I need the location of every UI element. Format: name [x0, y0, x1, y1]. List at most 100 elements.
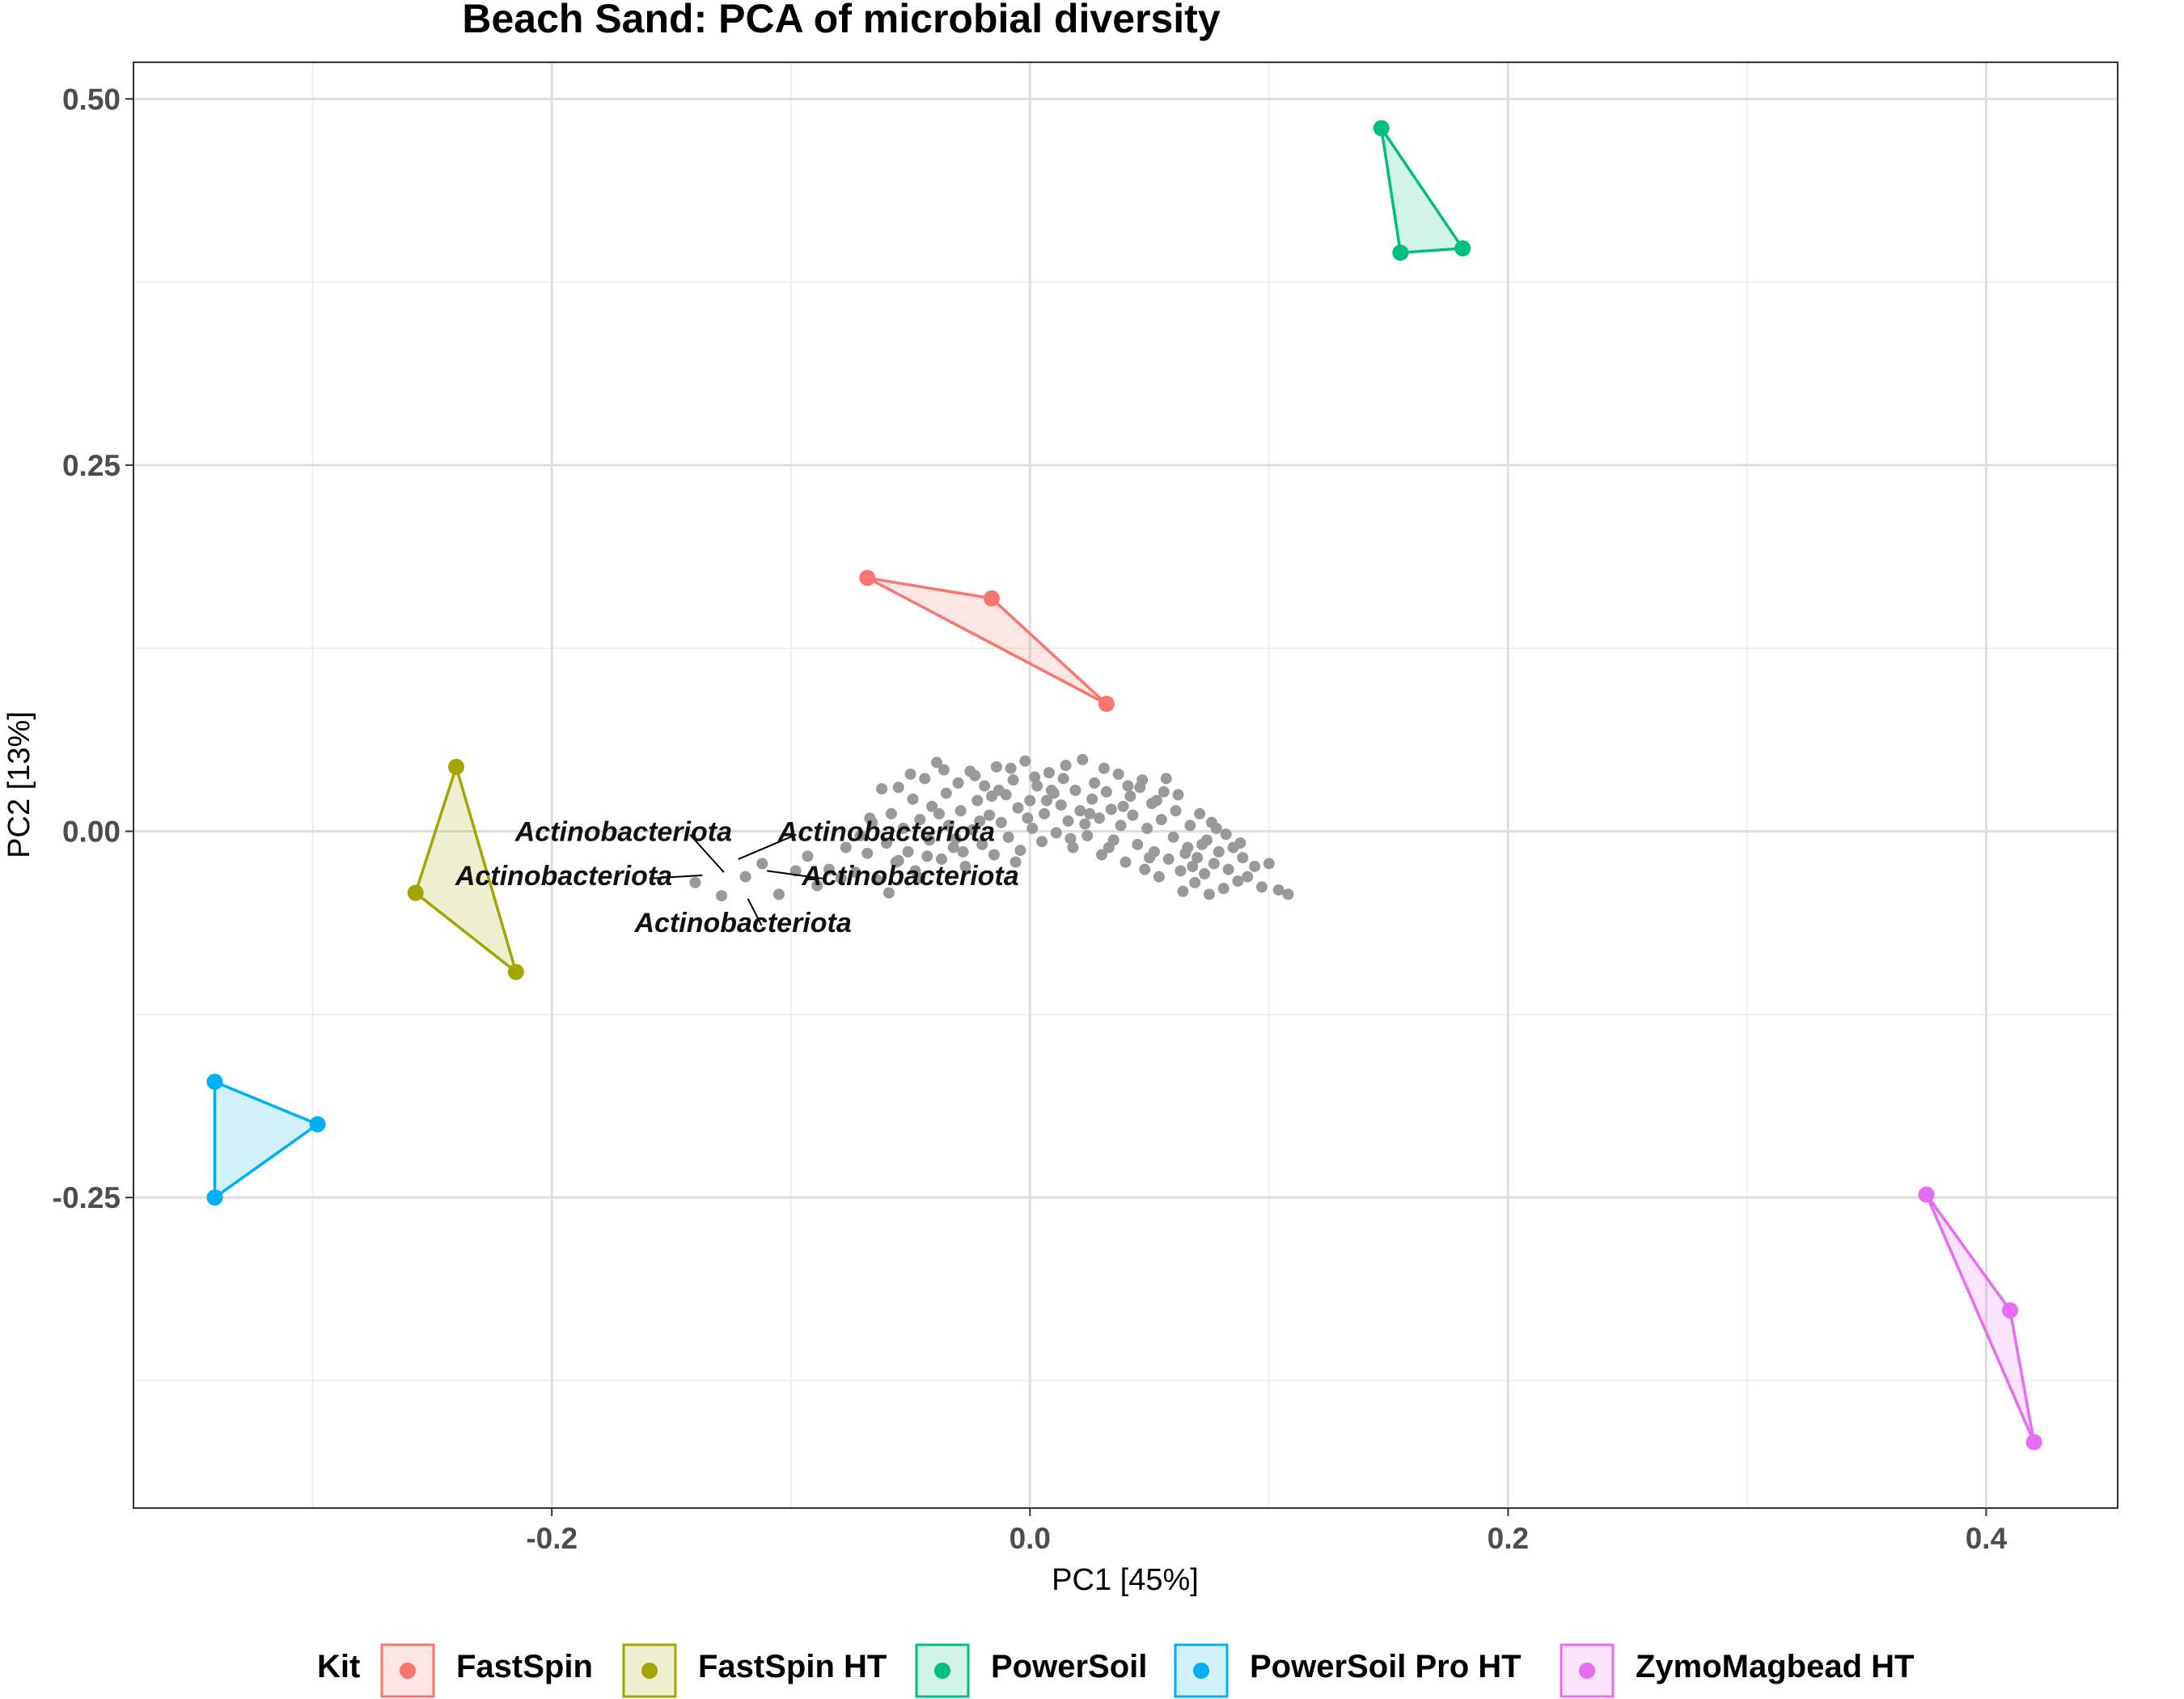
- taxa-point: [1029, 771, 1041, 783]
- taxa-point: [1213, 845, 1225, 858]
- taxa-point: [1242, 871, 1254, 883]
- taxa-point: [1184, 820, 1196, 832]
- taxa-point: [984, 809, 996, 821]
- taxa-point: [1012, 802, 1024, 814]
- taxa-point: [933, 807, 945, 820]
- taxa-point: [1064, 833, 1077, 845]
- taxa-point: [1158, 786, 1170, 798]
- taxa-point: [854, 829, 866, 841]
- taxa-point: [995, 816, 1007, 828]
- legend-item-label: FastSpin HT: [698, 1649, 887, 1684]
- sample-point: [309, 1116, 326, 1133]
- taxa-point: [1120, 856, 1132, 868]
- annotation-leader-line: [689, 833, 725, 873]
- taxa-point: [907, 793, 919, 805]
- taxa-point: [1160, 773, 1172, 785]
- legend-key-point: [400, 1663, 416, 1679]
- taxa-point: [1103, 841, 1115, 854]
- legend: Kit FastSpin FastSpin HT PowerSoil PowerSoil…: [317, 1643, 1914, 1698]
- taxa-point: [876, 783, 888, 795]
- sample-point: [1098, 696, 1115, 713]
- taxa-point: [1136, 774, 1149, 786]
- taxa-point: [1060, 760, 1072, 772]
- taxa-point: [1153, 871, 1165, 883]
- taxa-point: [1095, 849, 1107, 861]
- taxa-point: [1189, 876, 1201, 888]
- taxa-point: [1089, 777, 1101, 789]
- taxa-point: [993, 784, 1005, 796]
- taxa-point: [957, 845, 969, 858]
- sample-point: [206, 1074, 223, 1091]
- taxa-point: [1167, 831, 1179, 843]
- taxa-point: [1249, 860, 1261, 872]
- taxa-point: [1007, 774, 1019, 786]
- taxa-point: [802, 850, 814, 862]
- hull-polygon: [866, 576, 1108, 705]
- sample-point: [1392, 244, 1409, 261]
- taxa-point: [914, 814, 926, 826]
- taxa-point: [1074, 805, 1086, 817]
- x-tick-label: 0.4: [1966, 1522, 2008, 1555]
- taxa-point: [772, 888, 785, 900]
- taxa-point: [1194, 807, 1206, 820]
- taxa-point: [849, 866, 861, 879]
- taxa-point: [1014, 845, 1026, 857]
- taxa-point: [921, 850, 933, 862]
- taxa-point: [988, 849, 1000, 861]
- sample-point: [1373, 120, 1390, 137]
- taxa-point: [1115, 820, 1127, 832]
- sample-point: [2002, 1302, 2019, 1319]
- taxa-point: [1220, 828, 1232, 841]
- sample-point: [447, 758, 464, 775]
- taxa-point: [1124, 790, 1136, 803]
- taxa-point: [1199, 868, 1211, 880]
- sample-points: [206, 120, 2042, 1451]
- annotation-leader-line: [747, 898, 763, 926]
- taxa-point: [1009, 856, 1022, 868]
- taxa-point: [1210, 822, 1222, 834]
- taxa-point: [947, 841, 959, 854]
- taxa-point: [1172, 789, 1184, 801]
- sample-point: [206, 1189, 223, 1206]
- taxa-annotation-label: Actinobacteriota: [633, 908, 851, 938]
- taxa-point: [979, 780, 991, 792]
- taxa-point: [1222, 863, 1234, 875]
- taxa-point: [880, 837, 892, 850]
- taxa-point: [935, 853, 947, 865]
- taxa-point: [1162, 853, 1175, 865]
- taxa-point: [1039, 807, 1051, 820]
- sample-point: [507, 964, 524, 981]
- taxa-point: [1069, 784, 1081, 796]
- taxa-point: [1086, 793, 1098, 805]
- taxa-annotation-label: Actinobacteriota: [514, 817, 732, 848]
- y-tick-label: 0.00: [62, 816, 121, 849]
- taxa-point: [892, 782, 904, 794]
- plot-border: [133, 61, 2118, 1509]
- taxa-point: [931, 756, 943, 769]
- sample-point: [859, 570, 876, 587]
- taxa-point: [823, 863, 836, 875]
- taxa-point: [1217, 883, 1230, 895]
- x-tick-label: 0.0: [1009, 1522, 1051, 1555]
- taxa-point: [904, 768, 916, 780]
- taxa-point: [942, 820, 954, 832]
- legend-item-label: ZymoMagbead HT: [1636, 1649, 1914, 1684]
- taxa-point: [974, 815, 986, 827]
- x-tick-label: 0.2: [1488, 1522, 1529, 1555]
- taxa-point: [1255, 881, 1268, 893]
- taxa-point: [716, 890, 728, 902]
- taxa-point: [1002, 831, 1014, 843]
- y-tick-label: 0.25: [62, 449, 121, 482]
- taxa-point: [938, 764, 950, 776]
- taxa-point: [971, 794, 984, 807]
- taxa-point: [1026, 822, 1039, 834]
- taxa-point: [1031, 780, 1043, 792]
- x-tick-label: -0.2: [526, 1522, 578, 1555]
- taxa-point: [871, 874, 883, 886]
- grid-lines: [133, 62, 2118, 1508]
- taxa-point: [882, 887, 895, 899]
- legend-key-point: [934, 1663, 950, 1679]
- taxa-point: [835, 872, 847, 884]
- taxa-point: [1081, 829, 1094, 841]
- taxa-point: [1203, 888, 1215, 900]
